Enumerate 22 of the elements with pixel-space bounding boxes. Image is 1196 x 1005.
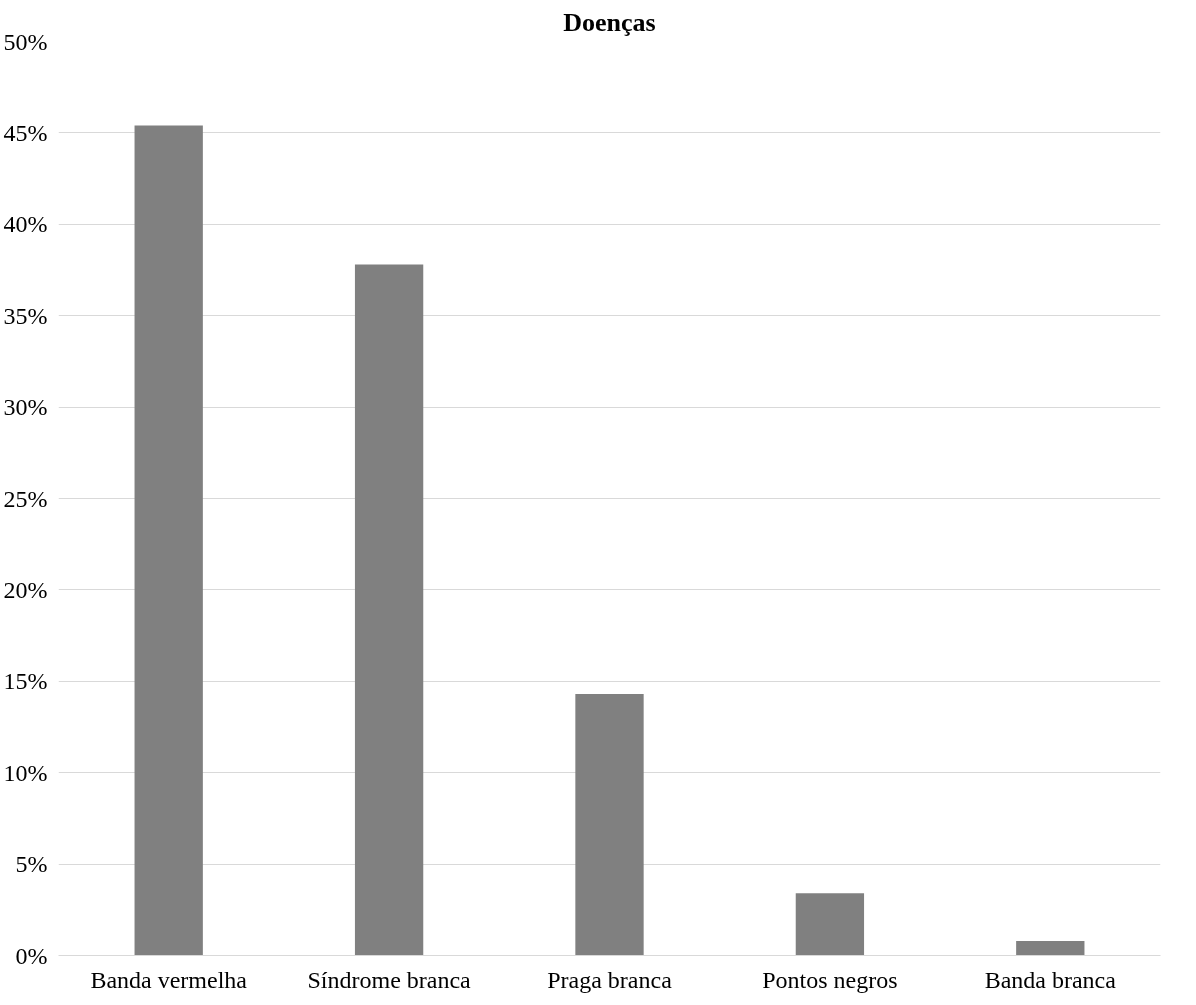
y-tick-label: 40%	[3, 211, 48, 238]
y-tick-label: 50%	[3, 28, 48, 55]
y-tick-label: 35%	[3, 302, 48, 329]
y-tick-label: 30%	[3, 394, 48, 421]
chart-title: Doenças	[563, 7, 656, 37]
bar	[795, 893, 865, 956]
x-tick-label: Banda branca	[984, 966, 1117, 993]
y-tick-label: 0%	[15, 942, 48, 969]
x-tick-label: Praga branca	[547, 966, 673, 993]
y-tick-label: 20%	[3, 576, 48, 603]
y-tick-label: 15%	[3, 668, 48, 695]
y-tick-label: 10%	[3, 759, 48, 786]
x-tick-label: Síndrome branca	[307, 966, 472, 993]
y-tick-label: 45%	[3, 119, 48, 146]
x-tick-label: Pontos negros	[762, 966, 898, 993]
bar	[134, 125, 203, 956]
bar	[575, 694, 644, 956]
bar	[1016, 940, 1085, 956]
bar	[354, 264, 424, 956]
x-tick-label: Banda vermelha	[90, 966, 248, 993]
y-tick-label: 25%	[3, 485, 48, 512]
y-tick-label: 5%	[15, 851, 48, 878]
